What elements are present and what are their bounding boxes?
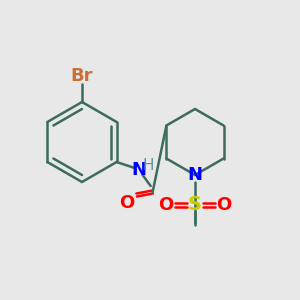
Text: N: N	[131, 161, 146, 179]
Text: Br: Br	[71, 67, 93, 85]
Text: O: O	[158, 196, 174, 214]
Text: O: O	[216, 196, 232, 214]
Text: S: S	[188, 196, 202, 214]
Text: O: O	[119, 194, 134, 212]
Text: N: N	[188, 166, 202, 184]
Text: H: H	[143, 158, 154, 172]
